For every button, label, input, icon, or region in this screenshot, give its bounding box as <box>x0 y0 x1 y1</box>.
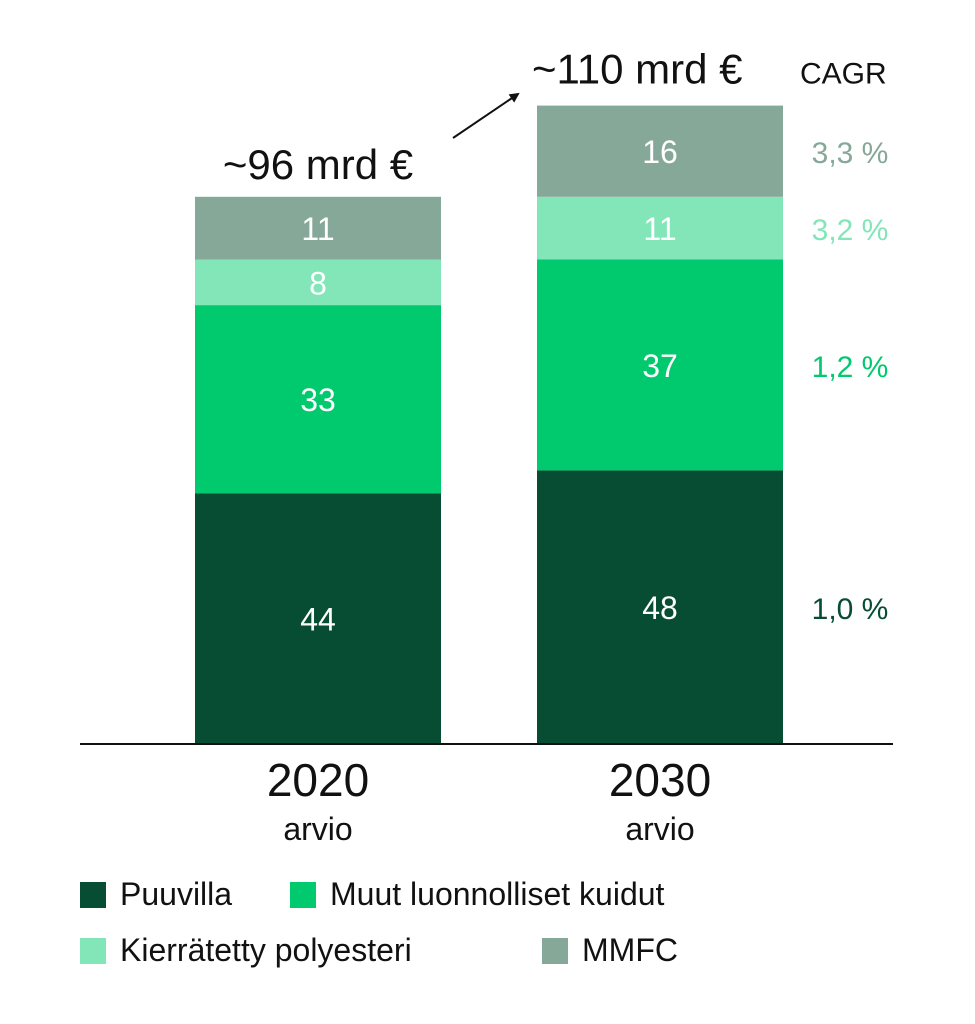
x-tick-sublabel-2030: arvio <box>625 811 694 847</box>
legend-swatch-puuvilla <box>80 881 106 908</box>
bar-segment-mmfc-2020 <box>195 196 441 260</box>
data-label-muut-luonnolliset-kuidut-2030: 37 <box>642 348 678 384</box>
data-label-mmfc-2020: 11 <box>301 211 334 247</box>
data-label-puuvilla-2020: 44 <box>300 602 336 638</box>
bar-segment-puuvilla-2030 <box>537 470 783 744</box>
data-label-kierratetty-polyesteri-2030: 11 <box>643 211 676 247</box>
cagr-header: CAGR <box>800 58 887 91</box>
cagr-label-mmfc: 3,3 % <box>812 137 889 170</box>
total-label-2020: ~96 mrd € <box>223 141 413 188</box>
legend-swatch-muut-luonnolliset-kuidut <box>290 881 316 908</box>
data-label-muut-luonnolliset-kuidut-2020: 33 <box>300 382 336 418</box>
bars-group <box>80 105 893 745</box>
legend-label-kierratetty-polyesteri: Kierrätetty polyesteri <box>120 932 412 968</box>
legend-swatch-mmfc <box>542 937 568 964</box>
legend-label-muut-luonnolliset-kuidut: Muut luonnolliset kuidut <box>330 876 665 912</box>
labels-group: 44 33 8 11 2020 arvio 48 1,0 % 37 1,2 % 11 3,2 % 16 3… <box>223 46 889 847</box>
bar-segment-kierratetty-polyesteri-2030 <box>537 196 783 260</box>
x-tick-label-2030: 2030 <box>609 754 711 806</box>
legend-item-mmfc: MMFC <box>542 932 678 969</box>
cagr-label-puuvilla: 1,0 % <box>812 593 889 626</box>
legend-item-kierratetty-polyesteri: Kierrätetty polyesteri <box>80 932 412 969</box>
bar-segment-kierratetty-polyesteri-2020 <box>195 259 441 306</box>
data-label-kierratetty-polyesteri-2020: 8 <box>309 265 327 301</box>
legend-item-puuvilla: Puuvilla <box>80 876 232 913</box>
bar-segment-muut-luonnolliset-kuidut-2020 <box>195 305 441 494</box>
data-label-mmfc-2030: 16 <box>642 134 678 170</box>
growth-arrow <box>452 92 520 139</box>
legend-label-puuvilla: Puuvilla <box>120 876 233 912</box>
legend-swatch-kierratetty-polyesteri <box>80 937 106 964</box>
cagr-label-kierratetty-polyesteri: 3,2 % <box>812 214 889 247</box>
x-tick-sublabel-2020: arvio <box>283 811 352 847</box>
total-label-2030: ~110 mrd € <box>532 46 743 93</box>
legend-item-muut-luonnolliset-kuidut: Muut luonnolliset kuidut <box>290 876 664 913</box>
cagr-label-muut-luonnolliset-kuidut: 1,2 % <box>812 351 889 384</box>
bar-segment-mmfc-2030 <box>537 105 783 197</box>
legend-label-mmfc: MMFC <box>582 932 678 968</box>
bar-segment-muut-luonnolliset-kuidut-2030 <box>537 259 783 471</box>
data-label-puuvilla-2030: 48 <box>642 590 678 626</box>
bar-segment-puuvilla-2020 <box>195 493 441 744</box>
x-tick-label-2020: 2020 <box>267 754 369 806</box>
